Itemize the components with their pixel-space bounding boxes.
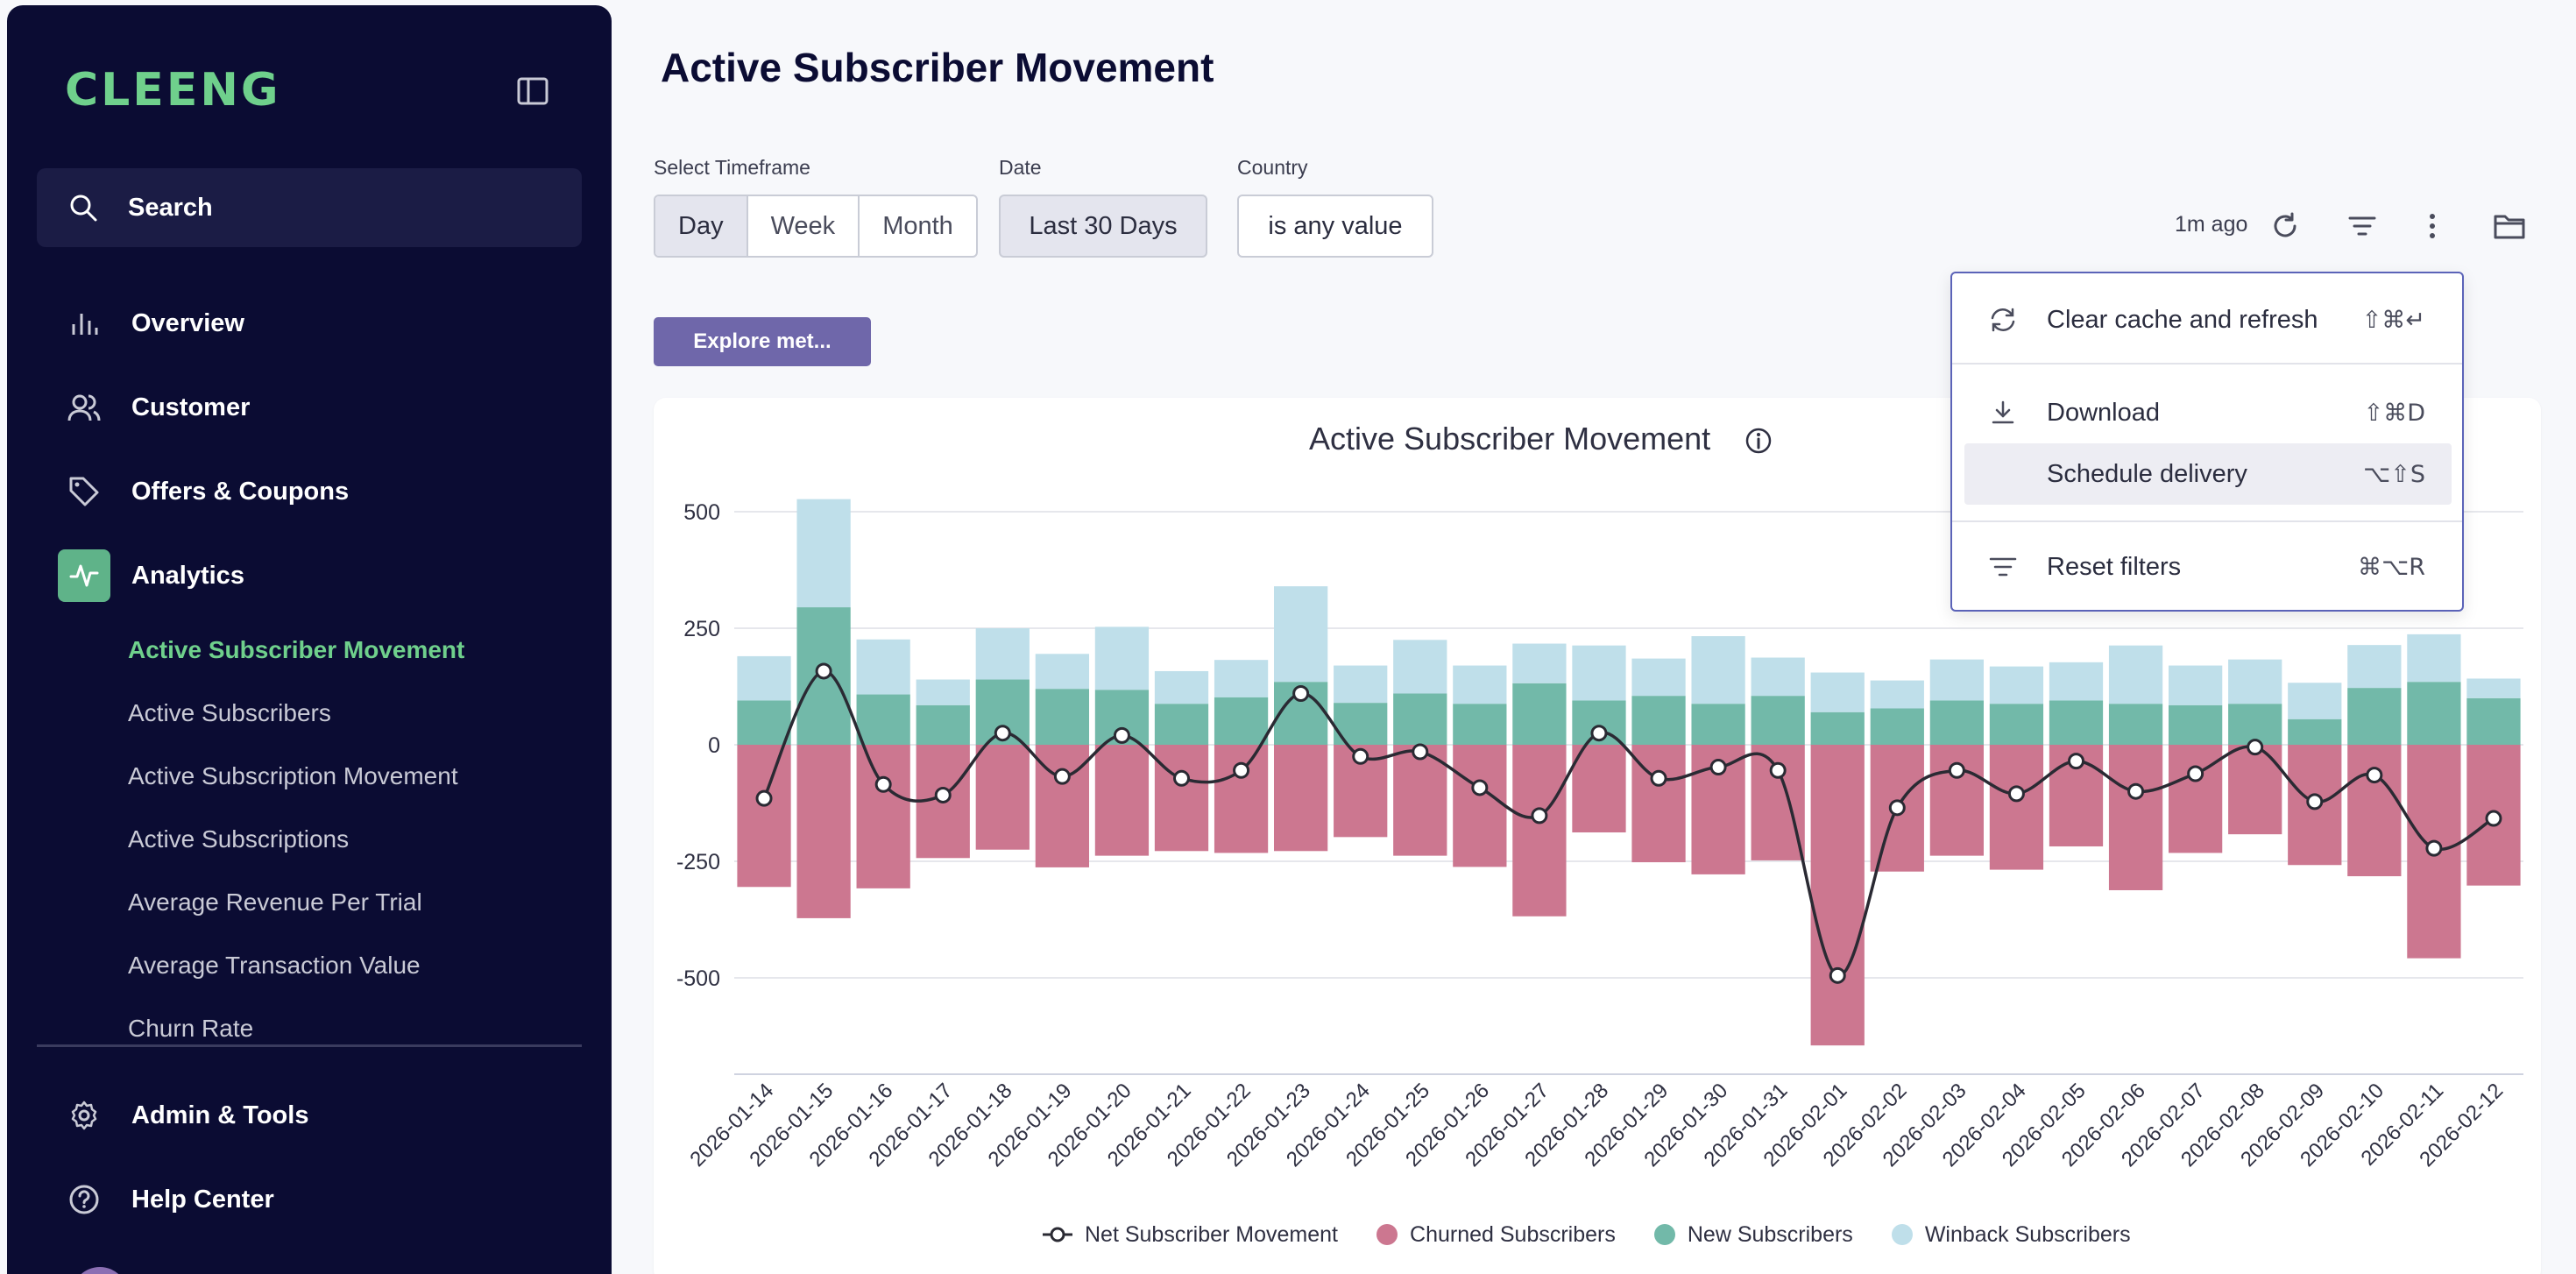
nav-offers-coupons[interactable]: Offers & Coupons xyxy=(58,465,349,518)
country-filter[interactable]: is any value xyxy=(1237,195,1433,258)
chart-legend: Net Subscriber Movement Churned Subscrib… xyxy=(1043,1220,2169,1249)
nav-analytics[interactable]: Analytics xyxy=(58,549,244,602)
search-icon xyxy=(70,195,97,222)
timeframe-label: Select Timeframe xyxy=(654,156,810,179)
sidebar-divider xyxy=(37,1044,582,1047)
subnav-active-subscribers[interactable]: Active Subscribers xyxy=(128,699,331,726)
subnav-churn-rate[interactable]: Churn Rate xyxy=(128,1015,254,1039)
avatar[interactable] xyxy=(72,1267,128,1274)
legend-swatch-churned xyxy=(1376,1224,1398,1245)
filter-icon xyxy=(1982,556,2024,578)
timeframe-month[interactable]: Month xyxy=(882,211,953,240)
activity-icon xyxy=(58,549,110,602)
menu-label-reset-filters: Reset filters xyxy=(2047,552,2182,581)
menu-clear-cache-refresh[interactable]: Clear cache and refresh ⇧⌘↵ xyxy=(1964,289,2452,350)
chart-title: Active Subscriber Movement xyxy=(1309,421,1711,457)
download-icon xyxy=(1982,400,2024,426)
nav-customer-label: Customer xyxy=(131,393,251,421)
legend-label-new: New Subscribers xyxy=(1687,1221,1853,1247)
analytics-subnav: Active Subscriber Movement Active Subscr… xyxy=(128,619,584,1039)
subnav-active-subscriber-movement[interactable]: Active Subscriber Movement xyxy=(128,636,465,663)
subnav-active-subscriptions[interactable]: Active Subscriptions xyxy=(128,825,350,853)
explore-metrics-button[interactable]: Explore met... xyxy=(654,317,871,366)
bar-chart-icon xyxy=(58,297,110,350)
legend-churned-subscribers[interactable]: Churned Subscribers xyxy=(1376,1222,1616,1248)
users-icon xyxy=(58,381,110,434)
legend-label-churned: Churned Subscribers xyxy=(1410,1221,1616,1247)
nav-offers-label: Offers & Coupons xyxy=(131,477,350,506)
refresh-icon[interactable] xyxy=(2264,205,2306,247)
timeframe-day[interactable]: Day xyxy=(655,196,748,256)
legend-swatch-new xyxy=(1653,1224,1675,1245)
menu-shortcut-download: ⇧⌘D xyxy=(2363,399,2425,427)
legend-swatch-winback xyxy=(1891,1224,1913,1245)
nav-customer[interactable]: Customer xyxy=(58,381,250,434)
legend-label-net: Net Subscriber Movement xyxy=(1085,1221,1339,1247)
sidebar: CLEENG Search Overview Customer Offers &… xyxy=(7,5,612,1274)
subnav-average-transaction-value[interactable]: Average Transaction Value xyxy=(128,952,421,979)
more-options-menu: Clear cache and refresh ⇧⌘↵ Download ⇧⌘D… xyxy=(1950,272,2464,612)
legend-label-winback: Winback Subscribers xyxy=(1924,1221,2131,1247)
timeframe-week[interactable]: Week xyxy=(748,196,860,256)
subnav-average-revenue-per-trial[interactable]: Average Revenue Per Trial xyxy=(128,888,422,916)
nav-help-label: Help Center xyxy=(131,1185,274,1214)
menu-label-schedule: Schedule delivery xyxy=(2047,459,2247,488)
timeframe-selector: Day Week Month xyxy=(654,195,978,258)
cleeng-logo[interactable]: CLEENG xyxy=(65,64,281,117)
nav-analytics-label: Analytics xyxy=(131,561,244,590)
nav-admin-label: Admin & Tools xyxy=(131,1101,309,1129)
menu-download[interactable]: Download ⇧⌘D xyxy=(1964,382,2452,443)
date-filter[interactable]: Last 30 Days xyxy=(999,195,1207,258)
menu-label-clear-cache: Clear cache and refresh xyxy=(2047,305,2318,334)
menu-label-download: Download xyxy=(2047,398,2160,427)
folder-icon[interactable] xyxy=(2488,205,2530,247)
page-title: Active Subscriber Movement xyxy=(661,45,1214,90)
tag-icon xyxy=(58,465,110,518)
search-button[interactable]: Search xyxy=(37,168,582,247)
menu-divider xyxy=(1952,363,2462,365)
nav-help-center[interactable]: Help Center xyxy=(58,1173,274,1226)
search-label: Search xyxy=(128,193,213,222)
gear-icon xyxy=(58,1089,110,1142)
menu-schedule-delivery[interactable]: Schedule delivery ⌥⇧S xyxy=(1964,443,2452,505)
country-label: Country xyxy=(1237,156,1308,179)
more-vertical-icon[interactable] xyxy=(2411,205,2453,247)
menu-shortcut-clear-cache: ⇧⌘↵ xyxy=(2361,306,2425,334)
legend-new-subscribers[interactable]: New Subscribers xyxy=(1653,1221,1853,1248)
filter-icon[interactable] xyxy=(2341,205,2383,247)
legend-winback-subscribers[interactable]: Winback Subscribers xyxy=(1891,1221,2131,1248)
subnav-active-subscription-movement[interactable]: Active Subscription Movement xyxy=(128,762,458,789)
date-label: Date xyxy=(999,156,1042,179)
nav-admin-tools[interactable]: Admin & Tools xyxy=(58,1089,308,1142)
legend-net-subscriber-movement[interactable]: Net Subscriber Movement xyxy=(1043,1222,1338,1248)
refresh-icon xyxy=(1982,307,2024,333)
help-circle-icon xyxy=(58,1173,110,1226)
menu-shortcut-schedule: ⌥⇧S xyxy=(2363,460,2425,488)
legend-line-marker xyxy=(1043,1227,1072,1242)
info-icon[interactable] xyxy=(1744,426,1773,456)
menu-reset-filters[interactable]: Reset filters ⌘⌥R xyxy=(1964,536,2452,598)
last-updated: 1m ago xyxy=(2175,212,2248,237)
nav-overview[interactable]: Overview xyxy=(58,297,244,350)
nav-overview-label: Overview xyxy=(131,308,244,337)
sidebar-toggle-icon[interactable] xyxy=(513,72,552,110)
menu-divider xyxy=(1952,520,2462,522)
menu-shortcut-reset-filters: ⌘⌥R xyxy=(2358,553,2425,581)
